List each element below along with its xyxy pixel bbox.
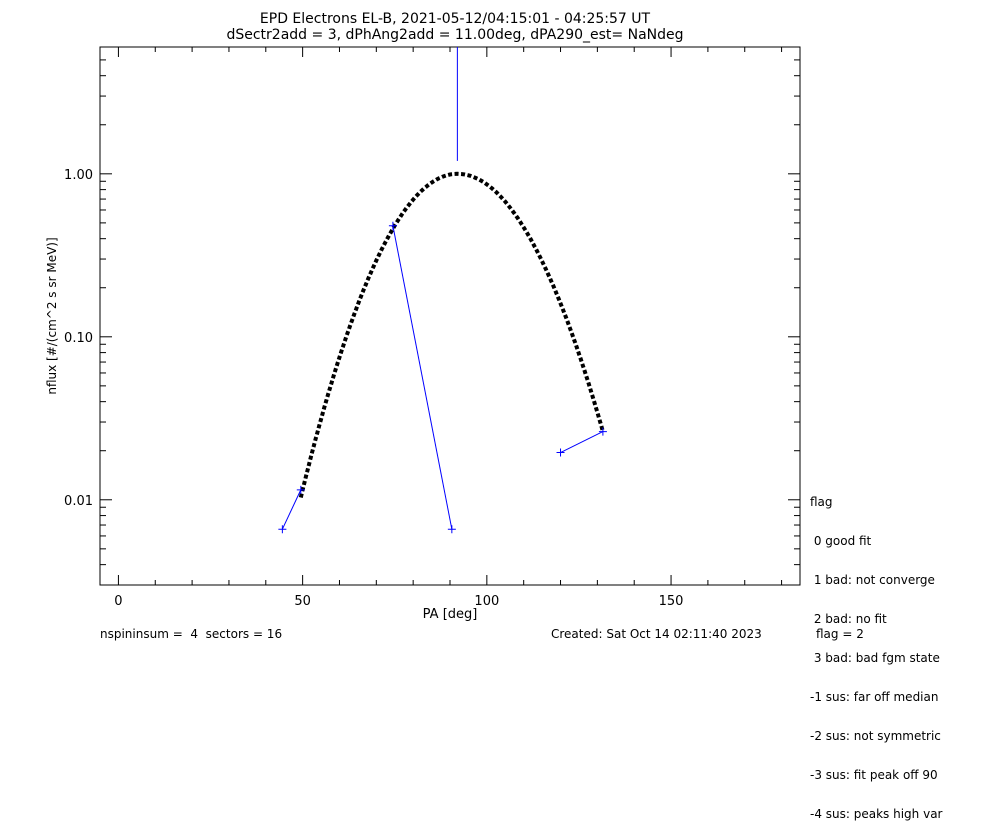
legend-item: 1 bad: not converge (810, 573, 935, 587)
measured-point (388, 221, 397, 230)
legend: flag 0 good fit 1 bad: not converge 2 ba… (810, 470, 942, 834)
footer-flag: flag = 2 (816, 627, 864, 641)
measured-segment (560, 431, 604, 453)
y-tick-label: 0.01 (64, 494, 93, 509)
legend-item: -3 sus: fit peak off 90 (810, 768, 938, 782)
x-axis-label: PA [deg] (423, 607, 478, 622)
legend-item: 3 bad: bad fgm state (810, 651, 940, 665)
measured-point (296, 485, 305, 494)
y-tick-label: 1.00 (64, 168, 93, 183)
x-tick-label: 150 (659, 594, 684, 609)
measured-point (447, 525, 456, 534)
legend-item: 2 bad: no fit (810, 612, 887, 626)
footer-created: Created: Sat Oct 14 02:11:40 2023 (551, 627, 762, 641)
footer-spin-info: nspininsum = 4 sectors = 16 (100, 627, 283, 641)
legend-item: -1 sus: far off median (810, 690, 939, 704)
legend-title: flag (810, 495, 833, 509)
measured-point (598, 427, 607, 436)
legend-item: -2 sus: not symmetric (810, 729, 941, 743)
y-tick-label: 0.10 (64, 331, 93, 346)
measured-point (556, 448, 565, 457)
measured-point (278, 525, 287, 534)
chart-title-line-2: dSectr2add = 3, dPhAng2add = 11.00deg, d… (226, 27, 683, 43)
x-tick-label: 0 (114, 594, 122, 609)
plot-frame (99, 46, 801, 586)
pitch-angle-chart: EPD Electrons EL-B, 2021-05-12/04:15:01 … (45, 11, 801, 622)
x-tick-label: 100 (474, 594, 499, 609)
y-axis-label: nflux [#/(cm^2 s sr MeV)] (45, 237, 59, 394)
fit-curve (298, 171, 605, 498)
measured-segment (392, 225, 453, 530)
measured-segment (281, 489, 302, 530)
legend-item: -4 sus: peaks high var (810, 807, 943, 821)
x-tick-label: 50 (294, 594, 311, 609)
legend-item: 0 good fit (810, 534, 872, 548)
chart-title-line-1: EPD Electrons EL-B, 2021-05-12/04:15:01 … (260, 11, 651, 27)
